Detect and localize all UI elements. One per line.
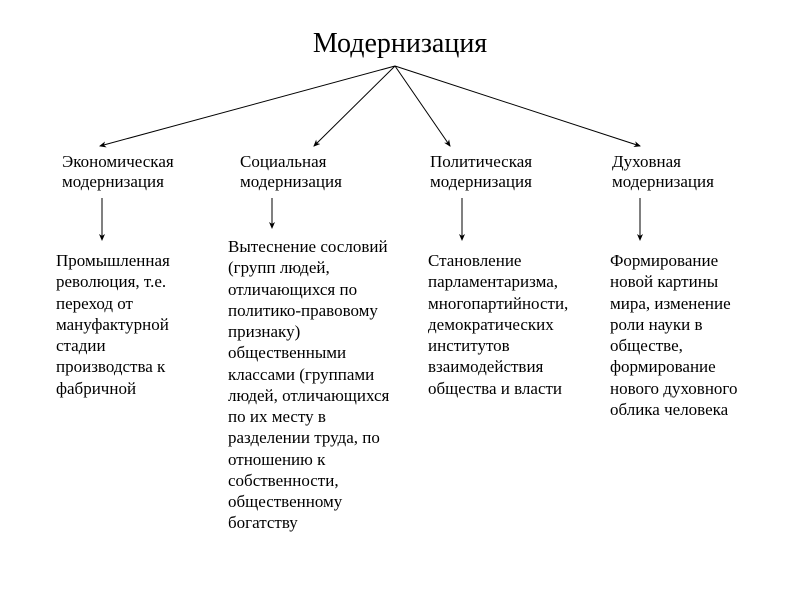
branch-label-social: Социальнаямодернизация — [240, 152, 342, 193]
branch-label-line2: модернизация — [62, 172, 174, 192]
branch-label-economic: Экономическаямодернизация — [62, 152, 174, 193]
branch-desc-political: Становление парламентаризма, многопартий… — [428, 250, 596, 399]
branch-label-political: Политическаямодернизация — [430, 152, 532, 193]
branch-label-line2: модернизация — [240, 172, 342, 192]
branch-label-line1: Духовная — [612, 152, 714, 172]
branch-label-line1: Экономическая — [62, 152, 174, 172]
branch-label-spiritual: Духовнаямодернизация — [612, 152, 714, 193]
branch-label-line2: модернизация — [612, 172, 714, 192]
branch-desc-social: Вытеснение сословий (групп людей, отлича… — [228, 236, 406, 534]
branch-label-line1: Социальная — [240, 152, 342, 172]
branch-label-line2: модернизация — [430, 172, 532, 192]
branch-desc-spiritual: Формирование новой картины мира, изменен… — [610, 250, 758, 420]
diagram-title: Модернизация — [0, 28, 800, 60]
branch-label-line1: Политическая — [430, 152, 532, 172]
diagram-canvas: Модернизация ЭкономическаямодернизацияПр… — [0, 0, 800, 600]
branch-desc-economic: Промышленная революция, т.е. переход от … — [56, 250, 206, 399]
